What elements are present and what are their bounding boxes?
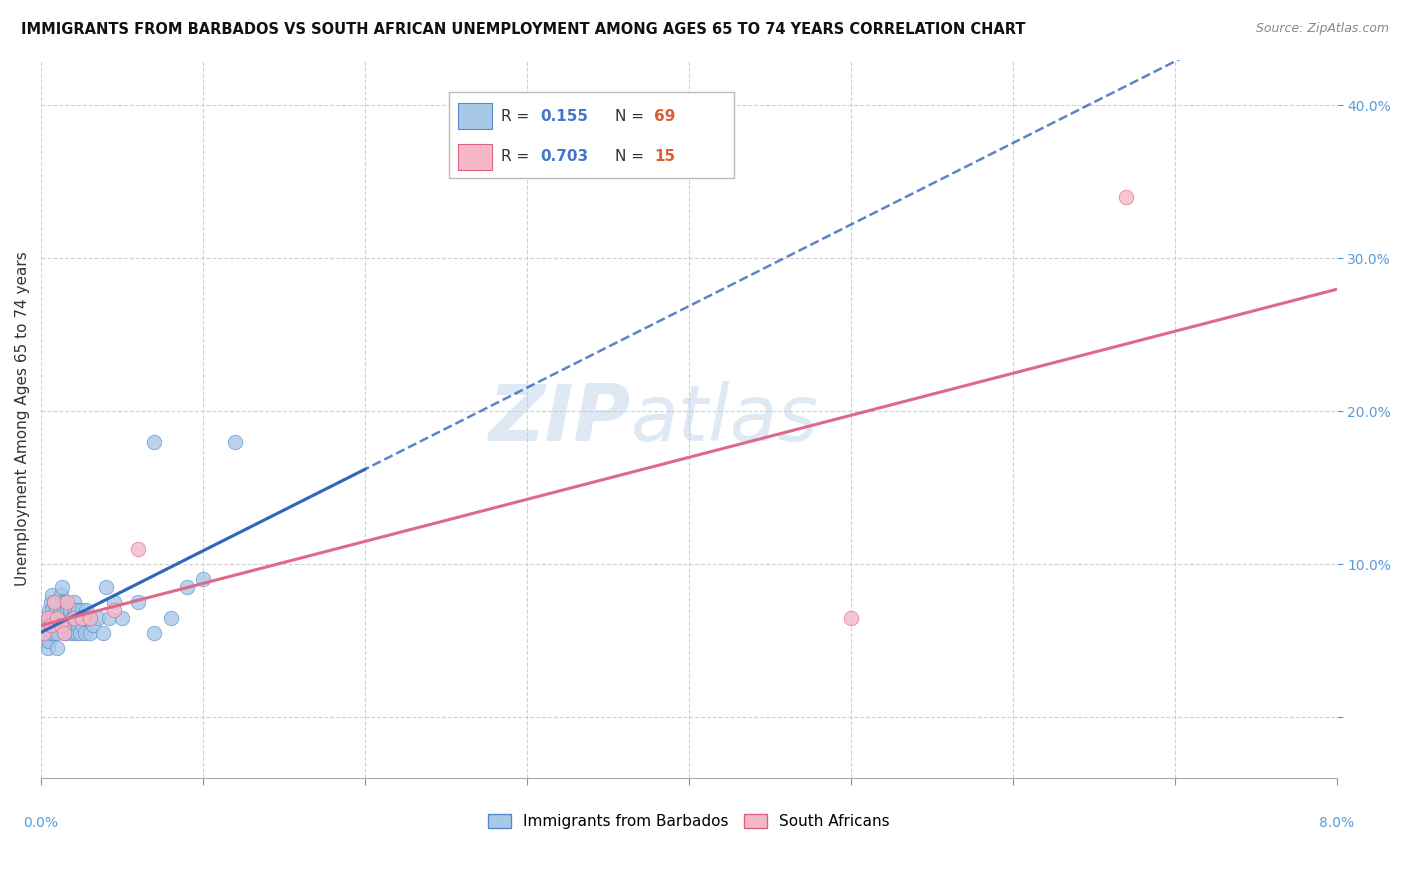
Point <box>79 610 101 624</box>
Point <box>52 626 75 640</box>
Point <box>70 610 93 624</box>
Point <box>55 626 77 640</box>
Y-axis label: Unemployment Among Ages 65 to 74 years: Unemployment Among Ages 65 to 74 years <box>15 252 30 586</box>
Point <box>224 434 246 449</box>
Point <box>56 603 79 617</box>
Point <box>67 603 90 617</box>
Text: atlas: atlas <box>631 381 818 457</box>
Point <box>46 641 69 656</box>
Point <box>42 610 65 624</box>
Point <box>56 595 79 609</box>
Point <box>55 610 77 624</box>
Point <box>35 633 58 648</box>
Point <box>91 626 114 640</box>
Point <box>62 595 84 609</box>
Point <box>66 610 89 624</box>
Point <box>46 595 69 609</box>
Point <box>159 610 181 624</box>
Point <box>67 618 90 632</box>
Point <box>98 610 121 624</box>
Point <box>70 603 93 617</box>
Point <box>58 610 80 624</box>
Point <box>38 633 60 648</box>
Point <box>39 626 62 640</box>
Point <box>55 595 77 609</box>
Point <box>42 626 65 640</box>
Text: Source: ZipAtlas.com: Source: ZipAtlas.com <box>1256 22 1389 36</box>
Point <box>38 603 60 617</box>
Point <box>39 595 62 609</box>
Point <box>41 603 63 617</box>
Point <box>87 610 110 624</box>
Point <box>1115 190 1137 204</box>
Point <box>46 610 69 624</box>
Point <box>103 603 125 617</box>
Point <box>66 626 89 640</box>
Point <box>127 595 149 609</box>
Point <box>41 618 63 632</box>
Point <box>49 618 72 632</box>
Point <box>46 626 69 640</box>
Point <box>143 626 166 640</box>
Point <box>45 618 67 632</box>
Point <box>103 595 125 609</box>
Text: 8.0%: 8.0% <box>1319 816 1354 830</box>
Text: 0.0%: 0.0% <box>24 816 59 830</box>
Point <box>56 618 79 632</box>
Point <box>42 595 65 609</box>
Point <box>59 603 82 617</box>
Point <box>41 588 63 602</box>
Point <box>839 610 862 624</box>
Point <box>79 626 101 640</box>
Point <box>69 626 91 640</box>
Point <box>75 603 97 617</box>
Point <box>69 610 91 624</box>
Point <box>127 541 149 556</box>
Point <box>45 603 67 617</box>
Point <box>176 580 198 594</box>
Point <box>51 580 73 594</box>
Point <box>70 618 93 632</box>
Point <box>42 595 65 609</box>
Text: ZIP: ZIP <box>488 381 631 457</box>
Point <box>58 626 80 640</box>
Point <box>52 618 75 632</box>
Point <box>191 573 214 587</box>
Point <box>49 588 72 602</box>
Point <box>62 626 84 640</box>
Point <box>37 641 59 656</box>
Text: IMMIGRANTS FROM BARBADOS VS SOUTH AFRICAN UNEMPLOYMENT AMONG AGES 65 TO 74 YEARS: IMMIGRANTS FROM BARBADOS VS SOUTH AFRICA… <box>21 22 1025 37</box>
Point <box>94 580 117 594</box>
Point <box>111 610 134 624</box>
Point <box>35 618 58 632</box>
Point <box>73 626 96 640</box>
Point <box>34 626 56 640</box>
Point <box>59 618 82 632</box>
Point <box>39 610 62 624</box>
Point <box>79 610 101 624</box>
Point <box>38 618 60 632</box>
Point <box>62 610 84 624</box>
Point <box>46 610 69 624</box>
Point <box>60 610 83 624</box>
Point <box>62 610 84 624</box>
Point <box>37 610 59 624</box>
Legend: Immigrants from Barbados, South Africans: Immigrants from Barbados, South Africans <box>482 807 896 835</box>
Point <box>39 618 62 632</box>
Point <box>52 603 75 617</box>
Point <box>51 595 73 609</box>
Point <box>49 603 72 617</box>
Point <box>143 434 166 449</box>
Point <box>63 603 86 617</box>
Point <box>82 618 104 632</box>
Point <box>37 610 59 624</box>
Point <box>63 618 86 632</box>
Point <box>34 626 56 640</box>
Point <box>72 610 94 624</box>
